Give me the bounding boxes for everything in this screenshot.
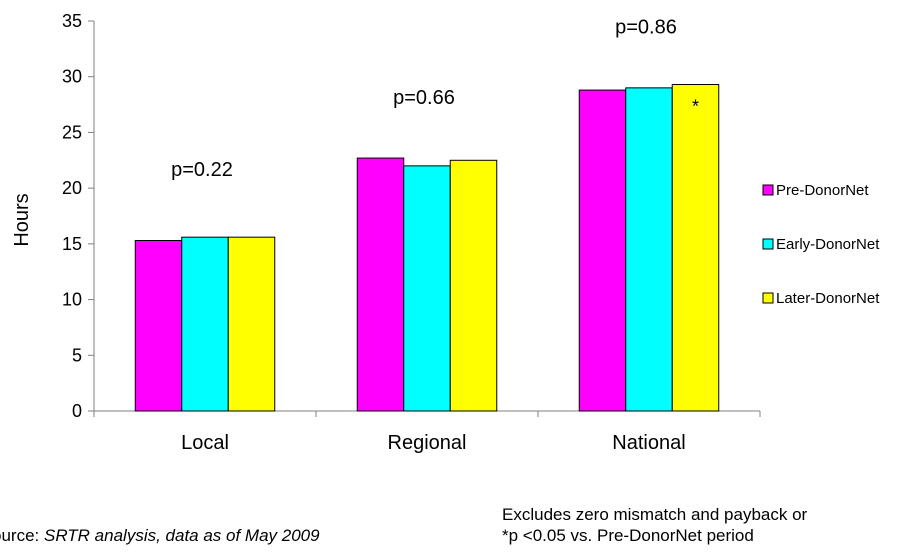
y-tick-label: 25	[62, 122, 82, 142]
bar	[356, 157, 405, 412]
significance-star: *	[692, 97, 699, 117]
legend-label: Pre-DonorNet	[776, 182, 869, 199]
y-tick-label: 0	[72, 401, 82, 421]
significance-note: *p <0.05 vs. Pre-DonorNet period	[502, 526, 754, 545]
category-label: National	[612, 432, 685, 454]
exclusion-note: Excludes zero mismatch and payback or	[502, 505, 808, 524]
bar	[671, 84, 720, 412]
y-tick-label: 35	[62, 11, 82, 31]
y-axis-label: Hours	[11, 193, 33, 246]
category-label: Local	[181, 432, 229, 454]
y-tick-label: 20	[62, 178, 82, 198]
legend-swatch	[762, 184, 774, 196]
bar	[403, 165, 451, 412]
legend-swatch	[762, 238, 774, 250]
p-value-label: p=0.86	[615, 17, 677, 39]
category-label: Regional	[388, 432, 467, 454]
y-axis: 0 5 10 15 20 25 30 35	[62, 11, 95, 421]
y-tick-label: 5	[72, 345, 82, 365]
bar	[227, 236, 276, 412]
bar	[578, 89, 627, 412]
y-tick-label: 15	[62, 234, 82, 254]
p-value-label: p=0.66	[393, 87, 455, 109]
x-axis: Local Regional National	[93, 410, 761, 454]
bar	[181, 236, 229, 412]
y-tick-label: 10	[62, 290, 82, 310]
p-value-labels: p=0.22 p=0.66 p=0.86	[171, 17, 677, 182]
legend-label: Later-DonorNet	[776, 290, 880, 307]
source-note: ource: SRTR analysis, data as of May 200…	[0, 526, 320, 546]
y-tick-label: 30	[62, 67, 82, 87]
source-prefix: ource:	[0, 526, 40, 545]
p-value-label: p=0.22	[171, 159, 233, 181]
source-detail: SRTR analysis, data as of May 2009	[43, 526, 320, 545]
legend-label: Early-DonorNet	[776, 236, 880, 253]
legend: Pre-DonorNet Early-DonorNet Later-DonorNet	[762, 182, 880, 307]
legend-swatch	[762, 292, 774, 304]
bar	[625, 87, 673, 412]
bars: *	[134, 84, 720, 412]
bar	[134, 240, 183, 412]
bar	[449, 159, 498, 412]
